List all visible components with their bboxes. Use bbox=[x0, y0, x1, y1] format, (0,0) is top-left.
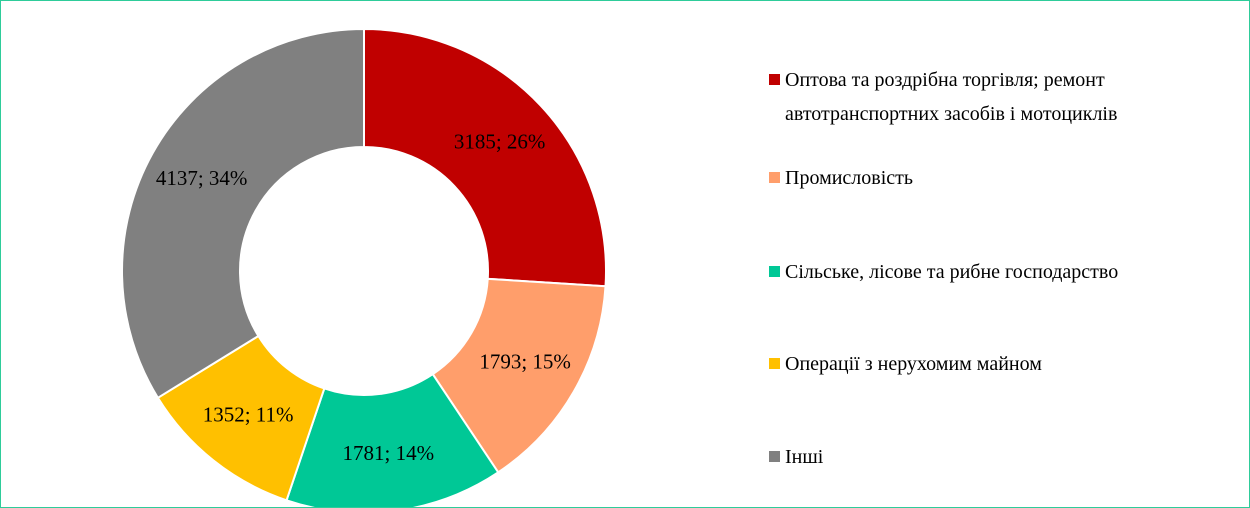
data-label: 1793; 15% bbox=[479, 350, 571, 374]
data-label: 1352; 11% bbox=[203, 402, 294, 426]
donut-slice bbox=[363, 27, 607, 288]
data-label: 3185; 26% bbox=[454, 130, 546, 154]
legend-label: Оптова та роздрібна торгівля; ремонт авт… bbox=[785, 69, 1118, 125]
legend-swatch bbox=[769, 451, 780, 462]
legend-label: Операції з нерухомим майном bbox=[785, 353, 1042, 375]
legend-swatch bbox=[769, 266, 780, 277]
legend-swatch bbox=[769, 358, 780, 369]
donut-slice bbox=[431, 277, 607, 474]
legend-item: Інші bbox=[769, 440, 1249, 474]
legend-item: Промисловість bbox=[769, 161, 1249, 195]
legend-swatch bbox=[769, 74, 780, 85]
legend-item: Сільське, лісове та рибне господарство bbox=[769, 255, 1249, 289]
data-label: 4137; 34% bbox=[156, 166, 248, 190]
legend-label: Інші bbox=[785, 446, 824, 468]
data-label: 1781; 14% bbox=[343, 441, 435, 465]
legend-swatch bbox=[769, 172, 780, 183]
legend-label: Сільське, лісове та рибне господарство bbox=[785, 261, 1119, 283]
legend-label: Промисловість bbox=[785, 167, 914, 189]
legend-item: Операції з нерухомим майном bbox=[769, 347, 1249, 381]
donut-slice bbox=[121, 27, 365, 400]
donut-slice bbox=[285, 372, 500, 507]
legend-item: Оптова та роздрібна торгівля; ремонт авт… bbox=[769, 63, 1249, 131]
